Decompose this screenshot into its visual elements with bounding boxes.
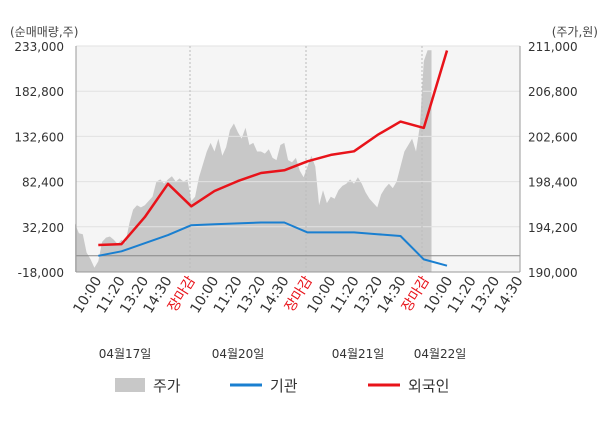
date-label: 04월22일 xyxy=(414,347,467,361)
left-tick-label: 182,800 xyxy=(14,85,64,99)
right-tick-label: 190,000 xyxy=(528,266,578,280)
price-area xyxy=(75,50,432,272)
legend-price-label: 주가 xyxy=(153,377,181,395)
legend-price-swatch xyxy=(115,378,145,392)
date-label: 04월20일 xyxy=(212,347,265,361)
right-tick-label: 198,400 xyxy=(528,176,578,190)
right-tick-label: 194,200 xyxy=(528,221,578,235)
left-tick-label: 82,400 xyxy=(22,176,64,190)
right-tick-label: 202,600 xyxy=(528,130,578,144)
date-label: 04월17일 xyxy=(99,347,152,361)
institution-line xyxy=(98,221,448,267)
left-tick-label: 132,600 xyxy=(14,130,64,144)
right-tick-label: 206,800 xyxy=(528,85,578,99)
legend-institution-label: 기관 xyxy=(270,377,298,395)
right-axis-unit-label: (주가,원) xyxy=(552,25,598,39)
foreign-line xyxy=(98,50,449,247)
left-axis-unit-label: (순매매량,주) xyxy=(10,25,78,39)
legend-foreign-label: 외국인 xyxy=(408,377,449,395)
left-tick-label: 233,000 xyxy=(14,40,64,54)
right-tick-label: 211,000 xyxy=(528,40,578,54)
date-label: 04월21일 xyxy=(332,347,385,361)
left-tick-label: 32,200 xyxy=(22,221,64,235)
left-tick-label: -18,000 xyxy=(18,266,64,280)
